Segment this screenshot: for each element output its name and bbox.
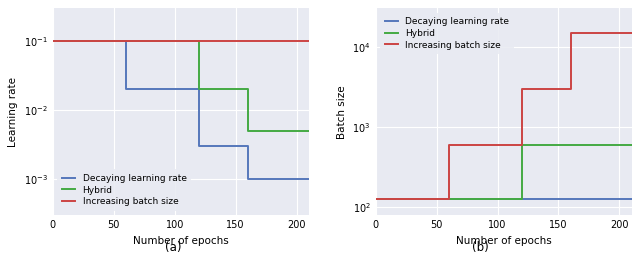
Legend: Decaying learning rate, Hybrid, Increasing batch size: Decaying learning rate, Hybrid, Increasi… (380, 13, 514, 54)
Decaying learning rate (244, 145, 252, 148)
Increasing batch size (518, 144, 525, 147)
Increasing batch size (628, 31, 636, 34)
Y-axis label: Batch size: Batch size (337, 85, 347, 139)
Text: (a): (a) (164, 242, 181, 254)
Increasing batch size (567, 87, 575, 90)
Line: Hybrid: Hybrid (52, 41, 309, 131)
Decaying learning rate (195, 145, 203, 148)
Decaying learning rate (244, 178, 252, 181)
Hybrid (518, 197, 525, 200)
X-axis label: Number of epochs: Number of epochs (133, 236, 228, 246)
Hybrid (518, 144, 525, 147)
Decaying learning rate (305, 178, 313, 181)
Decaying learning rate (195, 88, 203, 91)
Line: Hybrid: Hybrid (376, 145, 632, 199)
Hybrid (49, 40, 56, 43)
Decaying learning rate (122, 40, 130, 43)
Hybrid (244, 130, 252, 133)
Decaying learning rate (49, 40, 56, 43)
Line: Decaying learning rate: Decaying learning rate (52, 41, 309, 179)
Hybrid (195, 40, 203, 43)
Text: (b): (b) (472, 242, 488, 254)
Increasing batch size (445, 144, 452, 147)
Increasing batch size (567, 31, 575, 34)
Increasing batch size (372, 197, 380, 200)
Increasing batch size (518, 87, 525, 90)
Hybrid (372, 197, 380, 200)
Line: Increasing batch size: Increasing batch size (376, 33, 632, 199)
Increasing batch size (445, 197, 452, 200)
X-axis label: Number of epochs: Number of epochs (456, 236, 552, 246)
Hybrid (628, 144, 636, 147)
Legend: Decaying learning rate, Hybrid, Increasing batch size: Decaying learning rate, Hybrid, Increasi… (57, 169, 191, 211)
Y-axis label: Learning rate: Learning rate (8, 77, 19, 147)
Hybrid (244, 88, 252, 91)
Decaying learning rate (122, 88, 130, 91)
Hybrid (195, 88, 203, 91)
Hybrid (305, 130, 313, 133)
